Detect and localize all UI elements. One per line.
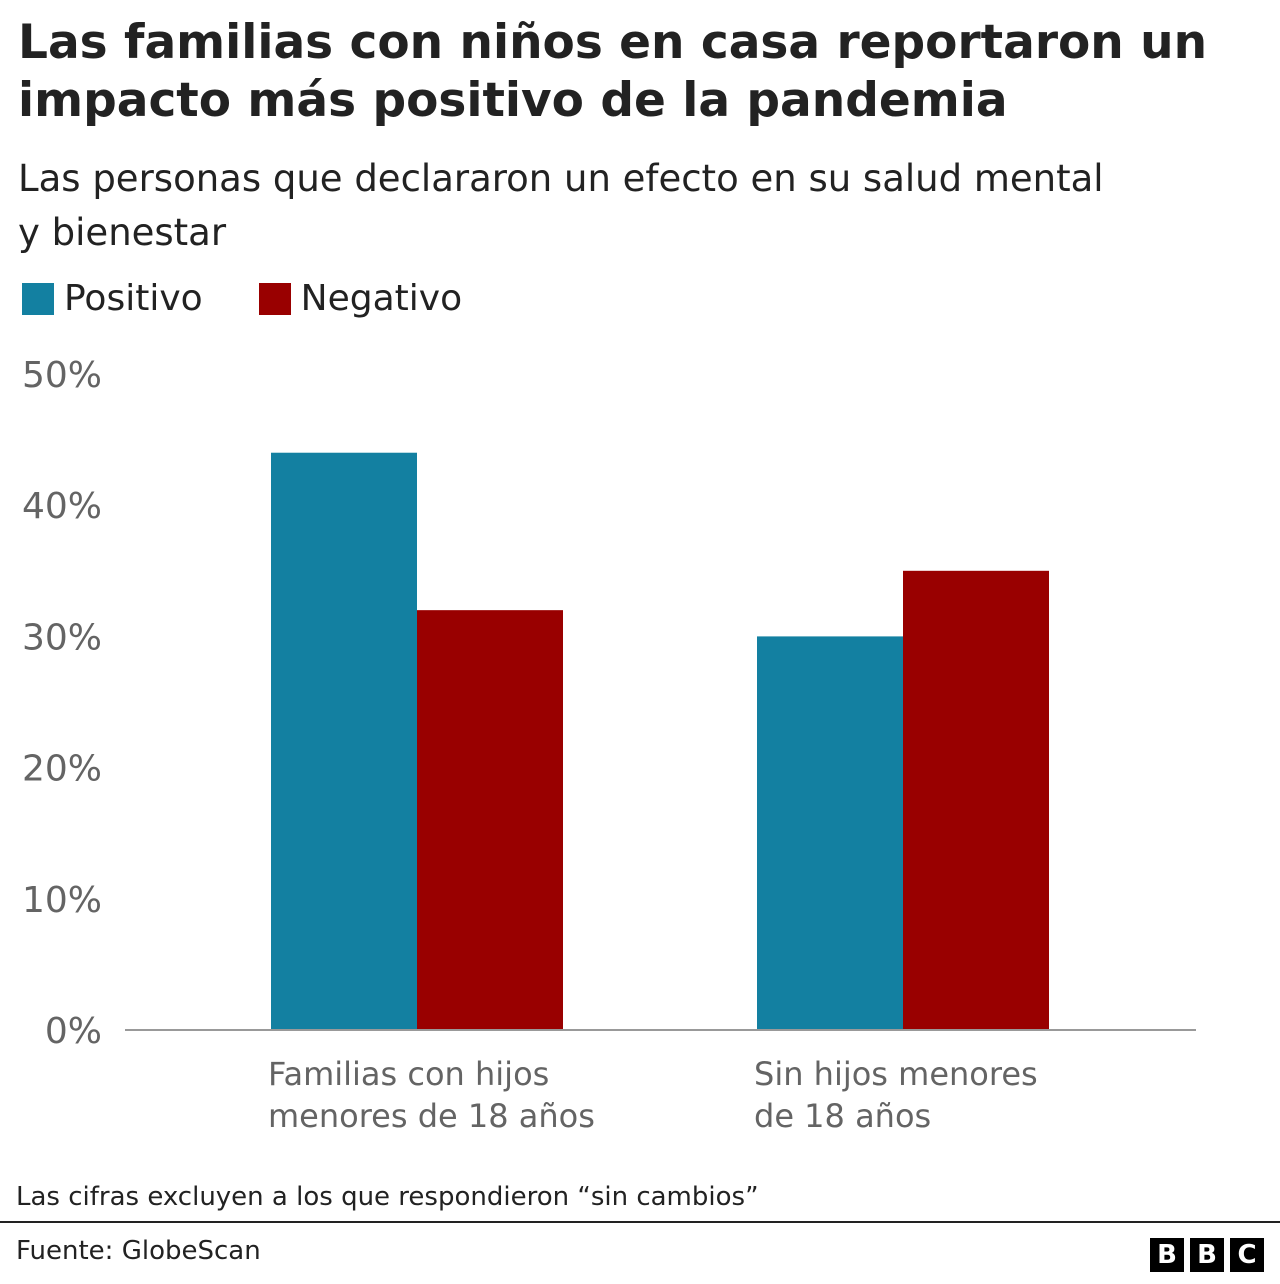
bar-negativo bbox=[903, 570, 1049, 1030]
chart-subtitle: Las personas que declararon un efecto en… bbox=[18, 157, 1104, 254]
bar-chart: 0% 10% 20% 30% 40% 50% Familias con hijos menor… bbox=[22, 355, 1196, 1135]
x-tick-label: de 18 años bbox=[754, 1097, 931, 1135]
y-tick-label: 30% bbox=[22, 617, 102, 658]
source: Fuente: GlobeScan bbox=[16, 1236, 261, 1266]
chart-title: Las familias con niños en casa reportaro… bbox=[18, 15, 1208, 128]
chart-note: Las cifras excluyen a los que respondier… bbox=[16, 1182, 759, 1212]
legend: Positivo Negativo bbox=[22, 278, 518, 319]
legend-item-negativo: Negativo bbox=[258, 278, 463, 319]
legend-label: Negativo bbox=[300, 278, 463, 319]
x-tick-label: Sin hijos menores bbox=[754, 1055, 1038, 1093]
y-tick-label: 50% bbox=[22, 355, 102, 396]
legend-swatch bbox=[258, 282, 291, 315]
bar-positivo bbox=[271, 452, 417, 1031]
y-tick-label: 40% bbox=[22, 486, 102, 527]
x-tick-label: menores de 18 años bbox=[268, 1097, 595, 1135]
legend-swatch bbox=[22, 282, 54, 315]
y-tick-label: 20% bbox=[22, 749, 102, 790]
y-tick-label: 10% bbox=[22, 880, 102, 921]
divider bbox=[0, 1221, 1280, 1223]
x-tick-label: Familias con hijos bbox=[268, 1055, 549, 1093]
bar-positivo bbox=[757, 636, 903, 1030]
legend-item-positivo: Positivo bbox=[22, 278, 203, 319]
bar-negativo bbox=[417, 610, 563, 1030]
y-tick-label: 0% bbox=[45, 1011, 102, 1052]
legend-label: Positivo bbox=[64, 278, 203, 319]
